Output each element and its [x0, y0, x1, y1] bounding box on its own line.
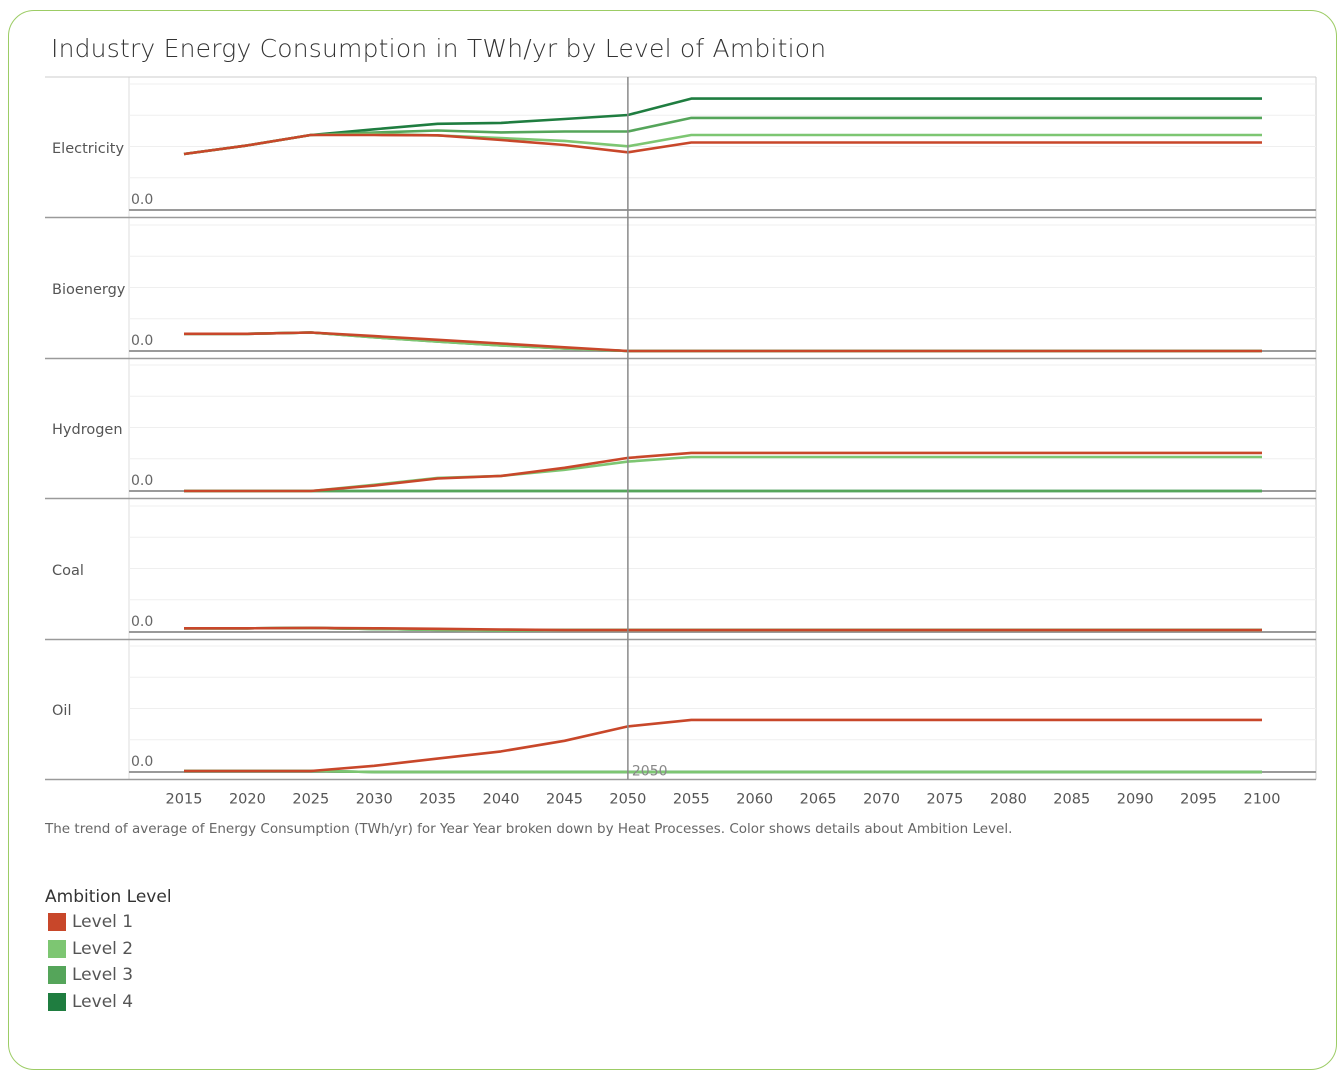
series-line-coal-level-1 — [184, 626, 1262, 632]
x-tick-label: 2045 — [546, 792, 583, 808]
legend-item-level-3[interactable]: Level 3 — [45, 962, 172, 989]
row-label-electricity: Electricity — [52, 141, 124, 157]
x-tick-label: 2035 — [419, 792, 456, 808]
chart-card — [8, 10, 1337, 1070]
legend-label: Level 4 — [72, 991, 134, 1012]
x-tick-label: 2015 — [166, 792, 203, 808]
x-tick-label: 2075 — [926, 792, 963, 808]
series-line-electricity-level-2 — [183, 132, 1262, 156]
legend-label: Level 3 — [72, 965, 134, 986]
series-line-hydrogen-level-1 — [184, 451, 1262, 493]
legend-item-level-2[interactable]: Level 2 — [45, 936, 172, 963]
zero-tick-label: 0.0 — [131, 754, 153, 770]
legend-swatch — [48, 939, 66, 958]
series-line-oil-level-1 — [184, 718, 1262, 773]
x-tick-label: 2070 — [863, 792, 900, 808]
legend-title: Ambition Level — [45, 887, 172, 907]
x-tick-label: 2020 — [229, 792, 266, 808]
x-tick-label: 2065 — [800, 792, 837, 808]
legend-label: Level 2 — [72, 938, 134, 959]
legend-swatch — [48, 913, 66, 932]
legend-item-level-4[interactable]: Level 4 — [45, 989, 172, 1016]
x-tick-label: 2090 — [1117, 792, 1154, 808]
row-label-coal: Coal — [52, 563, 84, 579]
series-line-bioenergy-level-1 — [184, 331, 1262, 353]
x-tick-label: 2040 — [483, 792, 520, 808]
x-tick-label: 2050 — [609, 792, 646, 808]
x-tick-label: 2030 — [356, 792, 393, 808]
x-tick-label: 2055 — [673, 792, 710, 808]
series-line-electricity-level-1 — [183, 133, 1262, 156]
series-line-electricity-level-4 — [183, 97, 1262, 156]
legend-item-level-1[interactable]: Level 1 — [45, 909, 172, 936]
zero-tick-label: 0.0 — [131, 192, 153, 208]
legend-swatch — [48, 992, 66, 1011]
row-label-oil: Oil — [52, 703, 71, 719]
x-tick-label: 2080 — [990, 792, 1027, 808]
legend-swatch — [48, 966, 66, 985]
series-line-hydrogen-level-2 — [184, 455, 1262, 493]
x-tick-label: 2100 — [1244, 792, 1281, 808]
chart-caption: The trend of average of Energy Consumpti… — [45, 821, 1013, 837]
x-tick-label: 2085 — [1053, 792, 1090, 808]
legend-label: Level 1 — [72, 912, 134, 933]
zero-tick-label: 0.0 — [131, 614, 153, 630]
row-label-hydrogen: Hydrogen — [52, 422, 123, 438]
row-label-bioenergy: Bioenergy — [52, 282, 126, 298]
x-tick-label: 2025 — [292, 792, 329, 808]
chart-title: Industry Energy Consumption in TWh/yr by… — [51, 34, 827, 63]
x-tick-label: 2060 — [736, 792, 773, 808]
zero-tick-label: 0.0 — [131, 473, 153, 489]
reference-line-label: 2050 — [632, 764, 668, 780]
series-line-oil-level-2 — [184, 769, 1262, 774]
zero-tick-label: 0.0 — [131, 333, 153, 349]
legend: Ambition Level Level 1 Level 2 Level 3 L… — [45, 887, 172, 1015]
x-tick-label: 2095 — [1180, 792, 1217, 808]
